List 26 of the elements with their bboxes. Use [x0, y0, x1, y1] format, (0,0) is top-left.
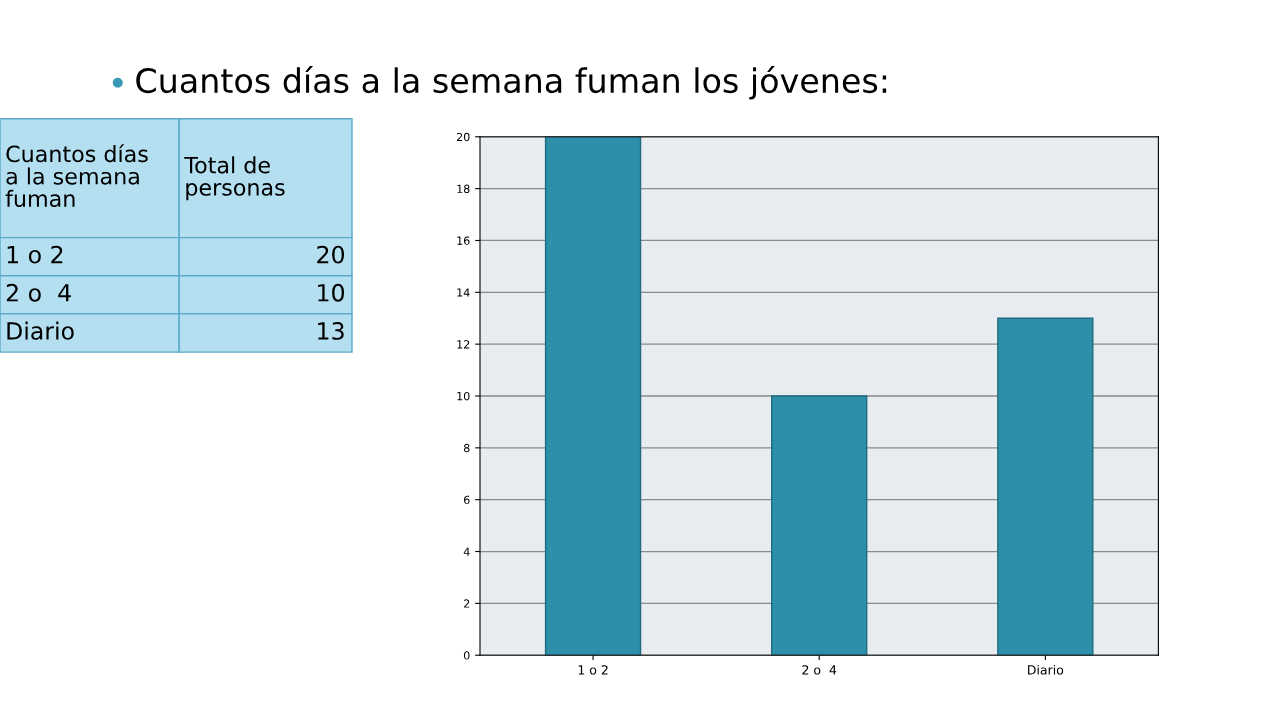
y-tick-label: 12 [457, 340, 470, 349]
bar [771, 395, 868, 656]
data-label: 10 [318, 283, 345, 302]
data-label: 20 [317, 245, 345, 264]
category-label: 2 o 4 [6, 283, 71, 302]
y-tick-label: 0 [463, 651, 470, 660]
x-tick-label: 2 o 4 [802, 665, 837, 675]
y-tick-label: 14 [457, 288, 470, 297]
text: Total de personas [184, 156, 285, 201]
y-tick-label: 16 [457, 236, 470, 245]
y-tick-label: 18 [457, 184, 470, 194]
category-label: 1 o 2 [7, 245, 63, 264]
text: Cuantos días a la semana fuman los jóvenes: [136, 66, 887, 100]
x-tick-label: 1 o 2 [578, 665, 608, 675]
y-tick-label: 2 [464, 599, 470, 608]
y-tick-label: 6 [463, 495, 470, 505]
category-label: Diario [7, 321, 74, 340]
bar [544, 136, 642, 656]
y-tick-label: 8 [463, 443, 470, 453]
y-tick-label: 20 [456, 132, 470, 142]
y-tick-label: 10 [457, 391, 470, 401]
bar [997, 317, 1094, 656]
text: Cuantos días a la semana fuman [5, 144, 148, 207]
data-label: 13 [318, 321, 344, 340]
y-tick-label: 4 [463, 547, 470, 556]
x-tick-label: Diario [1028, 664, 1064, 675]
